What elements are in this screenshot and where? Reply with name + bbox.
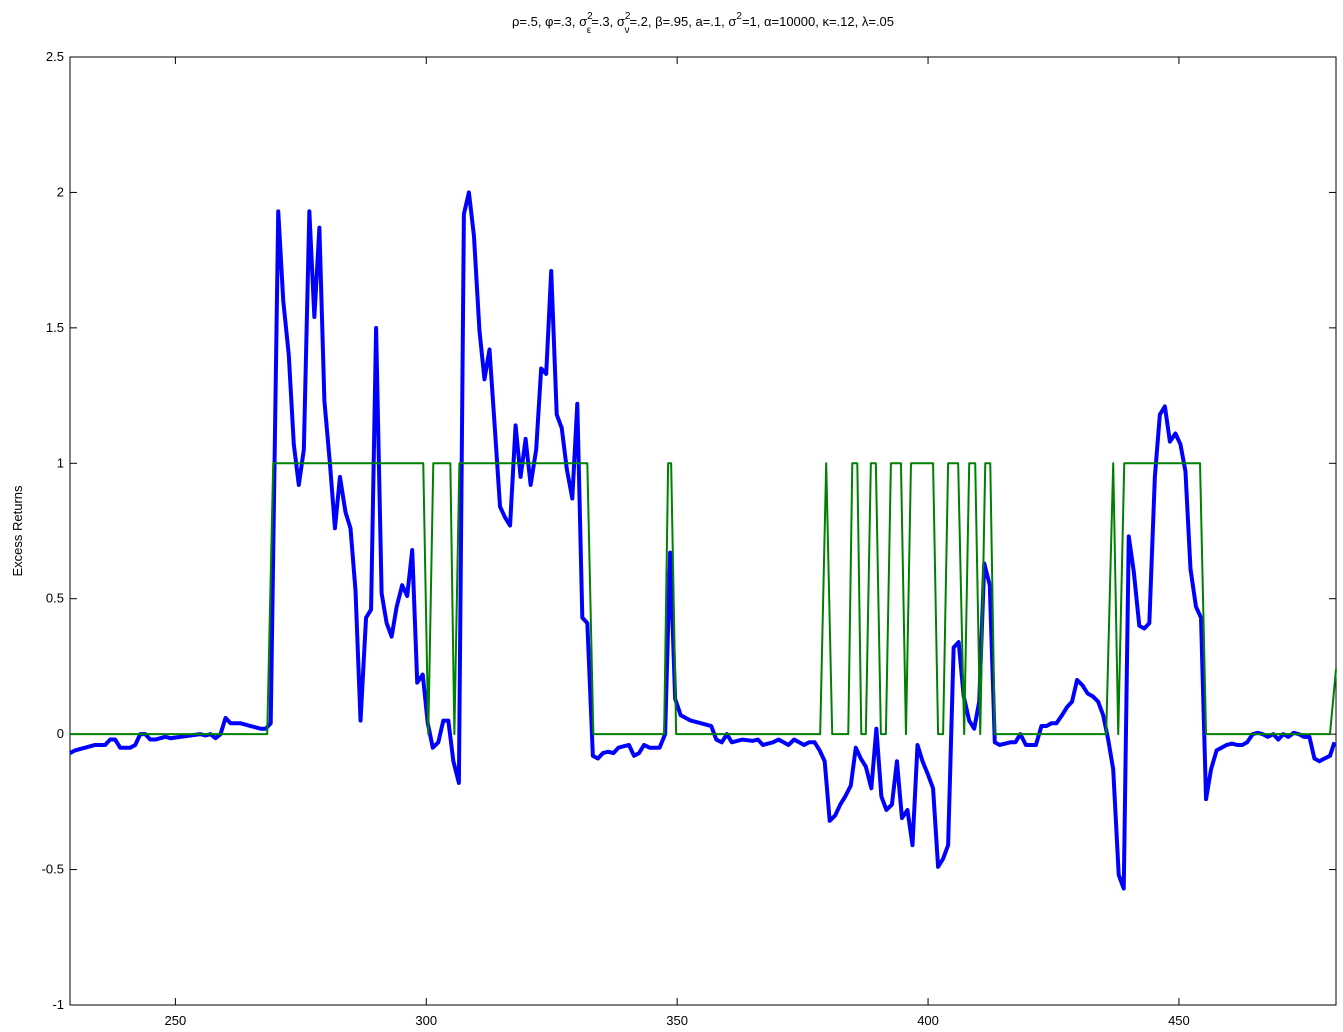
title-text: =.3, σ	[591, 14, 625, 29]
title-superscript: 2	[736, 11, 742, 22]
y-tick-label: 1.5	[46, 320, 64, 335]
series-line	[70, 462, 1337, 736]
y-tick-label: 0	[57, 726, 64, 741]
y-tick-label: -1	[52, 997, 64, 1012]
title-text: =.2, β=.95, a=.1, σ	[629, 14, 736, 29]
x-tick-label: 250	[165, 1013, 187, 1028]
x-tick-label: 450	[1168, 1013, 1190, 1028]
title-text: =1, α=10000, κ=.12, λ=.05	[742, 14, 894, 29]
title-text: ρ=.5, φ=.3, σ	[512, 14, 587, 29]
chart-title: ρ=.5, φ=.3, σ2 ε=.3, σ2 ν=.2, β=.95, a=.1,…	[512, 11, 894, 36]
x-tick-label: 300	[415, 1013, 437, 1028]
x-tick-label: 350	[666, 1013, 688, 1028]
y-tick-label: 1	[57, 455, 64, 470]
y-tick-label: -0.5	[42, 862, 64, 877]
title-superscript: 2	[625, 11, 631, 22]
x-tick-label: 400	[917, 1013, 939, 1028]
y-tick-label: 2	[57, 184, 64, 199]
y-tick-label: 0.5	[46, 591, 64, 606]
y-tick-label: 2.5	[46, 49, 64, 64]
title-subscript: ν	[624, 25, 629, 36]
title-superscript: 2	[587, 11, 593, 22]
series-line	[69, 190, 1337, 891]
y-axis-label: Excess Returns	[10, 485, 25, 577]
plot-area	[69, 56, 1337, 1006]
title-subscript: ε	[587, 25, 592, 36]
